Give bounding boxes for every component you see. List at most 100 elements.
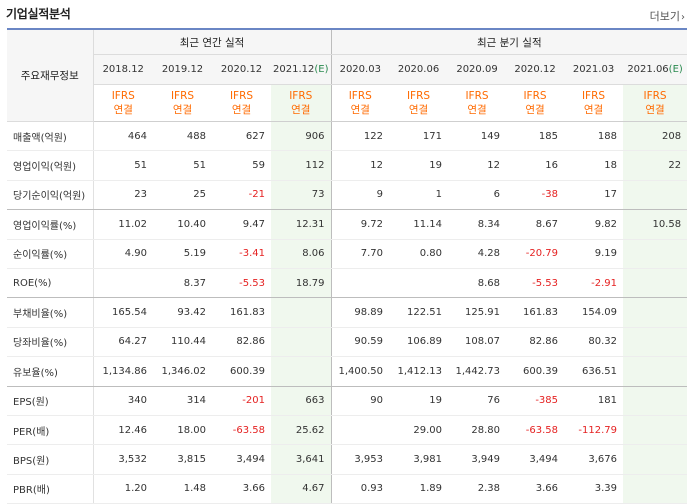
table-cell: 488: [153, 121, 212, 152]
table-cell: 181: [564, 386, 624, 416]
table-cell: [623, 239, 688, 269]
table-cell: 90: [330, 386, 390, 416]
period-header-row: 2018.12 2019.12 2020.12 2021.12(E) 2020.03 20…: [7, 54, 688, 85]
table-cell: 600.39: [212, 356, 271, 387]
row-label: 부채비율(%): [7, 297, 94, 328]
table-row: 영업이익률(%) 11.02 10.40 9.47 12.31 9.72 11.14 8.34…: [7, 209, 688, 240]
table-cell: 29.00: [389, 415, 449, 446]
table-cell: 3,953: [330, 444, 390, 475]
table-row: 부채비율(%) 165.54 93.42 161.83 98.89 122.51 125.9…: [7, 297, 688, 328]
table-cell: 1: [389, 180, 449, 211]
table-cell: -38: [506, 180, 565, 211]
table-cell: -2.91: [564, 268, 624, 299]
table-cell: 3,494: [212, 444, 271, 475]
table-cell: 5.19: [153, 239, 212, 269]
table-cell: 122.51: [389, 297, 449, 328]
table-cell: 154.09: [564, 297, 624, 328]
table-cell: 17: [564, 180, 624, 211]
basis-standard: IFRS: [465, 90, 489, 102]
table-cell: 8.37: [153, 268, 212, 299]
table-cell: 185: [506, 121, 565, 152]
table-cell: 3.39: [564, 474, 624, 504]
table-cell: [623, 474, 688, 504]
row-label: PER(배): [7, 415, 94, 446]
table-cell: 2.38: [448, 474, 507, 504]
table-cell: -112.79: [564, 415, 624, 446]
table-cell: 125.91: [448, 297, 507, 328]
table-cell: 4.90: [93, 239, 153, 269]
table-cell: 1,134.86: [93, 356, 153, 387]
basis-consolidation: 연결: [525, 104, 545, 116]
table-cell: 122: [330, 121, 390, 152]
basis-standard: IFRS: [170, 90, 195, 102]
table-row: ROE(%) 8.37 -5.53 18.79 8.68 -5.53 -2.91: [7, 268, 688, 299]
period-header: 2021.12(E): [271, 54, 332, 85]
table-cell: 11.14: [389, 209, 449, 240]
quarter-group-header: 최근 분기 실적: [330, 28, 688, 55]
table-cell: 636.51: [564, 356, 624, 387]
table-cell: 28.80: [448, 415, 507, 446]
table-row: 유보율(%) 1,134.86 1,346.02 600.39 1,400.50 1,41…: [7, 356, 688, 387]
basis-consolidation: 연결: [231, 104, 252, 116]
table-cell: 1,412.13: [389, 356, 449, 387]
table-cell: [389, 268, 449, 299]
table-cell: 161.83: [506, 297, 565, 328]
basis-header: IFRS 연결: [330, 84, 390, 122]
table-cell: 1,400.50: [330, 356, 390, 387]
row-label: 당좌비율(%): [7, 327, 94, 358]
table-cell: 9: [330, 180, 390, 211]
period-header: 2020.06: [389, 54, 449, 85]
period-header: 2020.12: [212, 54, 271, 85]
table-cell: 93.42: [153, 297, 212, 328]
basis-header-row: IFRS 연결 IFRS 연결 IFRS 연결 IFRS 연결 IFRS 연결 IFRS 연결 IFRS…: [7, 84, 688, 122]
chevron-right-icon: ›: [681, 12, 685, 23]
basis-consolidation: 연결: [467, 104, 487, 116]
row-label: ROE(%): [7, 268, 94, 299]
table-cell: 149: [448, 121, 507, 152]
table-cell: [623, 297, 688, 328]
table-row: EPS(원) 340 314 -201 663 90 19 76 -385 181: [7, 386, 688, 416]
table-cell: 9.47: [212, 209, 271, 240]
table-cell: 51: [93, 150, 153, 181]
table-cell: [623, 180, 688, 211]
basis-consolidation: 연결: [583, 104, 604, 116]
basis-header: IFRS 연결: [623, 84, 688, 122]
table-cell: 7.70: [330, 239, 390, 269]
table-cell: 23: [93, 180, 153, 211]
table-cell: 3,949: [448, 444, 507, 475]
table-cell: 8.34: [448, 209, 507, 240]
table-cell: 8.68: [448, 268, 507, 299]
table-cell: 208: [623, 121, 688, 152]
period-label: 2019.12: [161, 64, 204, 75]
table-cell: 18.00: [153, 415, 212, 446]
period-label: 2020.06: [397, 64, 440, 75]
table-cell: [623, 386, 688, 416]
basis-consolidation: 연결: [113, 104, 133, 116]
table-cell: 12.31: [271, 209, 332, 240]
table-cell: 10.58: [623, 209, 688, 240]
table-cell: -5.53: [506, 268, 565, 299]
basis-header: IFRS 연결: [93, 84, 153, 122]
table-cell: 600.39: [506, 356, 565, 387]
table-cell: 314: [153, 386, 212, 416]
table-cell: 464: [93, 121, 153, 152]
period-label: 2020.03: [339, 64, 381, 75]
table-cell: [623, 356, 688, 387]
table-cell: 161.83: [212, 297, 271, 328]
table-cell: 3.66: [212, 474, 271, 504]
table-cell: 110.44: [153, 327, 212, 358]
table-cell: -20.79: [506, 239, 565, 269]
basis-consolidation: 연결: [408, 104, 429, 116]
basis-header: IFRS 연결: [389, 84, 449, 122]
table-cell: 165.54: [93, 297, 153, 328]
table-row: PER(배) 12.46 18.00 -63.58 25.62 29.00 28.80 -63…: [7, 415, 688, 446]
table-cell: [330, 415, 390, 446]
table-cell: 12.46: [93, 415, 153, 446]
more-link[interactable]: 더보기›: [650, 8, 685, 24]
table-cell: 627: [212, 121, 271, 152]
period-header: 2020.03: [330, 54, 390, 85]
table-cell: [623, 268, 688, 299]
table-cell: 3,815: [153, 444, 212, 475]
table-cell: 18.79: [271, 268, 332, 299]
table-cell: 906: [271, 121, 332, 152]
